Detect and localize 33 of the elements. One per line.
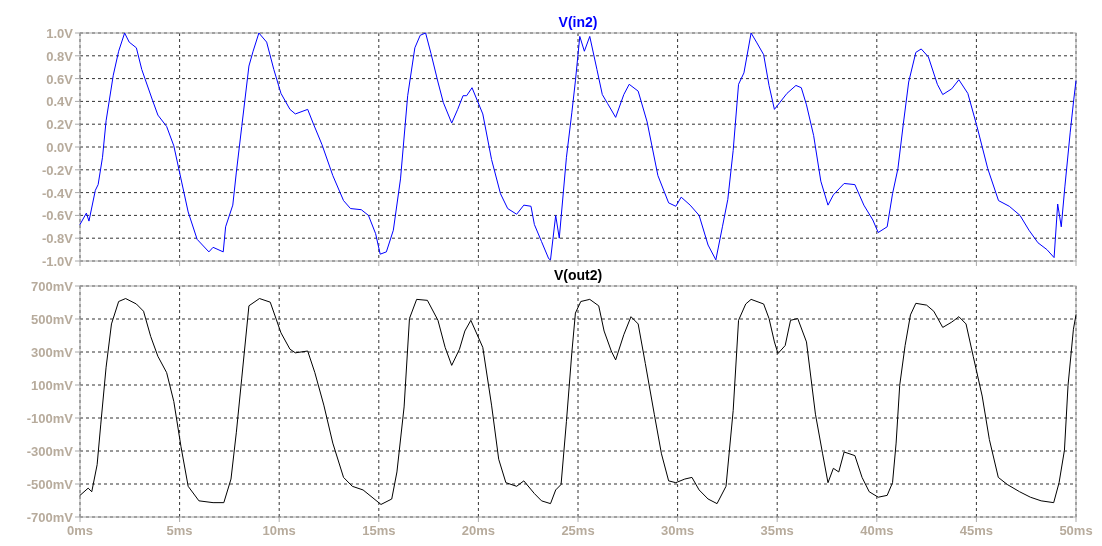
x-tick-label: 25ms	[561, 523, 595, 538]
x-tick-label: 35ms	[760, 523, 794, 538]
y-tick-label: -0.6V	[41, 208, 74, 224]
y-tick-label: 1.0V	[46, 26, 74, 41]
x-tick-label: 30ms	[660, 523, 695, 538]
x-tick-label: 0ms	[66, 523, 94, 538]
y-tick-label: -0.8V	[41, 231, 74, 247]
y-tick-label: -500mV	[26, 477, 74, 492]
y-tick-label: 0.0V	[46, 140, 74, 155]
y-tick-label: 700mV	[31, 279, 74, 294]
x-tick-label: 40ms	[860, 523, 894, 538]
x-tick-label: 50ms	[1059, 523, 1093, 538]
series-label: V(out2)	[553, 267, 603, 283]
series-label: V(in2)	[558, 14, 598, 30]
y-tick-label: 500mV	[31, 312, 74, 327]
y-tick-label: 0.2V	[46, 117, 74, 133]
x-tick-label: 10ms	[262, 523, 296, 538]
y-tick-label: -300mV	[26, 444, 74, 459]
line-series	[79, 298, 1077, 505]
y-tick-label: -700mV	[26, 510, 74, 525]
y-tick-label: -1.0V	[41, 254, 74, 269]
x-tick-label: 15ms	[362, 523, 396, 538]
x-tick-label: 5ms	[166, 523, 193, 538]
x-tick-label: 45ms	[959, 523, 994, 538]
y-tick-label: 100mV	[31, 378, 74, 393]
y-tick-label: 300mV	[31, 345, 74, 360]
x-tick-label: 20ms	[461, 523, 496, 538]
y-tick-label: -0.2V	[41, 162, 74, 178]
y-tick-label: 0.6V	[46, 71, 74, 87]
y-tick-label: 0.8V	[46, 48, 74, 64]
y-tick-label: -100mV	[26, 411, 74, 426]
y-tick-label: 0.4V	[46, 94, 74, 110]
y-tick-label: -0.4V	[41, 185, 74, 201]
